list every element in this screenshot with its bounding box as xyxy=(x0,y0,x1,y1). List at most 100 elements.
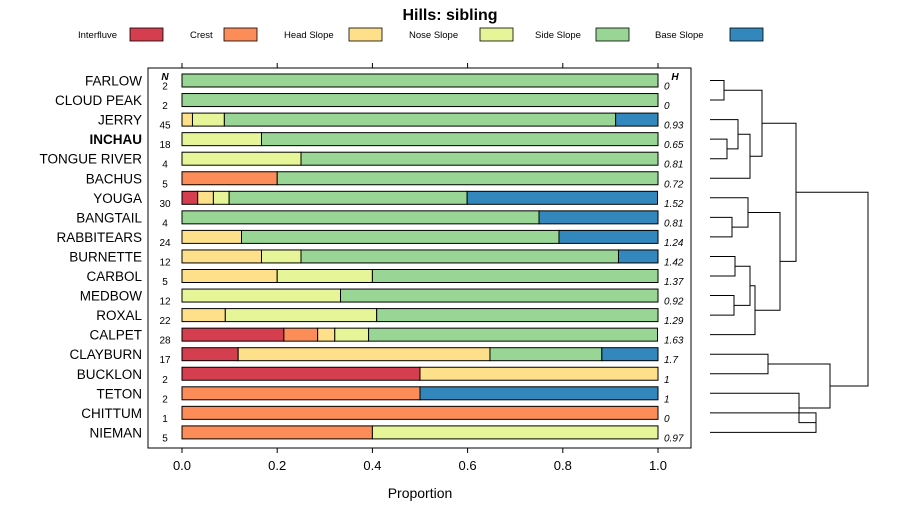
bar-segment xyxy=(276,269,373,283)
row-n: 24 xyxy=(159,238,171,249)
bar-segment xyxy=(241,229,560,244)
row-h: 1.42 xyxy=(664,257,684,268)
legend-label: Base Slope xyxy=(655,30,704,41)
bar-segment xyxy=(181,425,373,440)
bar-segment xyxy=(212,190,230,205)
row-label: FARLOW xyxy=(85,74,142,89)
dendrogram-link xyxy=(724,89,763,157)
bar-segment xyxy=(197,190,214,205)
bar-segment xyxy=(181,327,285,342)
row-label: CLOUD PEAK xyxy=(55,93,142,108)
bar-segment xyxy=(300,151,659,166)
bar-segment xyxy=(181,229,242,244)
row-n: 5 xyxy=(162,277,168,288)
dendrogram xyxy=(710,80,869,433)
row-n: 5 xyxy=(162,179,168,190)
x-tick-label: 0.2 xyxy=(268,458,286,473)
row-h: 1.7 xyxy=(664,355,678,366)
row-n: 2 xyxy=(162,375,168,386)
dendrogram-link xyxy=(710,138,728,160)
row-n: 28 xyxy=(159,336,171,347)
bar-segment xyxy=(466,190,659,205)
plot-frame xyxy=(147,67,692,449)
dendrogram-link xyxy=(710,80,725,101)
dendrogram-link xyxy=(748,211,781,311)
bar-segment xyxy=(181,288,342,303)
dendrogram-link xyxy=(734,265,751,306)
row-n: 18 xyxy=(159,140,171,151)
row-h: 1.52 xyxy=(664,199,684,210)
bar-segment xyxy=(558,229,659,244)
bar-segment xyxy=(371,425,659,440)
row-label: ROXAL xyxy=(96,308,142,323)
bar-segment xyxy=(181,269,278,283)
bar-segment xyxy=(317,327,336,342)
dendrogram-link xyxy=(796,191,869,387)
row-h: 0.65 xyxy=(664,140,684,151)
bar-segment xyxy=(617,249,659,264)
bar-segment xyxy=(283,327,319,342)
bar-segment xyxy=(615,112,659,127)
row-n: 12 xyxy=(159,257,171,268)
row-n: 17 xyxy=(159,355,171,366)
x-axis: 0.0 0.2 0.4 0.6 0.8 1.0 xyxy=(173,63,667,473)
dendrogram-link xyxy=(710,133,751,179)
x-axis-label: Proportion xyxy=(388,485,453,501)
legend-swatch xyxy=(129,27,164,42)
row-h: 1 xyxy=(664,394,670,405)
row-n: 2 xyxy=(162,394,168,405)
bar-segment xyxy=(368,327,659,342)
row-n: 45 xyxy=(159,121,171,132)
bar-segment xyxy=(181,366,421,381)
bar-segment xyxy=(181,112,193,127)
h-header: H xyxy=(671,72,679,83)
row-h: 1 xyxy=(664,375,670,386)
x-tick-label: 0.4 xyxy=(363,458,381,473)
bar-segment xyxy=(260,249,302,264)
legend-label: Crest xyxy=(190,30,213,41)
dendrogram-link xyxy=(762,122,797,262)
bar-segment xyxy=(538,210,659,225)
dendrogram-link xyxy=(710,119,739,150)
bar-segment xyxy=(237,347,491,362)
row-label: CALPET xyxy=(89,328,142,343)
row-n: 1 xyxy=(162,414,168,425)
bar-segment xyxy=(276,171,659,186)
bar-segment xyxy=(601,347,659,362)
row-h: 1.63 xyxy=(664,336,684,347)
row-n: 4 xyxy=(162,218,168,229)
row-label: TETON xyxy=(96,386,142,401)
legend-swatch xyxy=(223,27,258,42)
row-label: BURNETTE xyxy=(69,249,142,264)
row-n: 12 xyxy=(159,297,171,308)
x-tick-label: 0.0 xyxy=(173,458,191,473)
bar-segment xyxy=(260,132,659,147)
row-label: CHITTUM xyxy=(81,406,142,421)
row-label: MEDBOW xyxy=(80,289,143,304)
row-h: 0.81 xyxy=(664,160,683,171)
bar-segment xyxy=(181,210,540,225)
row-h: 1.37 xyxy=(664,277,684,288)
row-h: 0.81 xyxy=(664,218,683,229)
row-label: NIEMAN xyxy=(89,425,142,440)
x-tick-label: 0.6 xyxy=(459,458,477,473)
row-h: 0.92 xyxy=(664,297,684,308)
bar-segment xyxy=(181,308,226,323)
row-label: BANGTAIL xyxy=(76,210,142,225)
bar-segment xyxy=(419,386,659,401)
row-n: 5 xyxy=(162,433,168,444)
legend-label: Interfluve xyxy=(78,30,117,41)
row-h: 0 xyxy=(664,101,670,112)
legend-swatch xyxy=(595,27,630,42)
dendrogram-link xyxy=(710,295,735,316)
x-tick-label: 0.8 xyxy=(554,458,572,473)
row-h: 0 xyxy=(664,82,670,93)
legend-swatch xyxy=(729,27,764,42)
bar-segment xyxy=(228,190,468,205)
bar-segment xyxy=(376,308,659,323)
legend-label: Nose Slope xyxy=(409,30,458,41)
bar-segment xyxy=(224,308,378,323)
bar-segment xyxy=(300,249,619,264)
row-n: 2 xyxy=(162,82,168,93)
